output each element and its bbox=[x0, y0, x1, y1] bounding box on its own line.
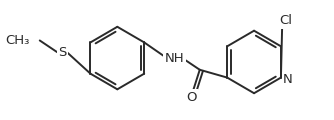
Text: N: N bbox=[283, 73, 293, 86]
Text: S: S bbox=[58, 46, 66, 59]
Text: Cl: Cl bbox=[280, 14, 293, 27]
Text: CH₃: CH₃ bbox=[6, 34, 30, 47]
Text: NH: NH bbox=[165, 52, 184, 65]
Text: O: O bbox=[186, 91, 196, 104]
